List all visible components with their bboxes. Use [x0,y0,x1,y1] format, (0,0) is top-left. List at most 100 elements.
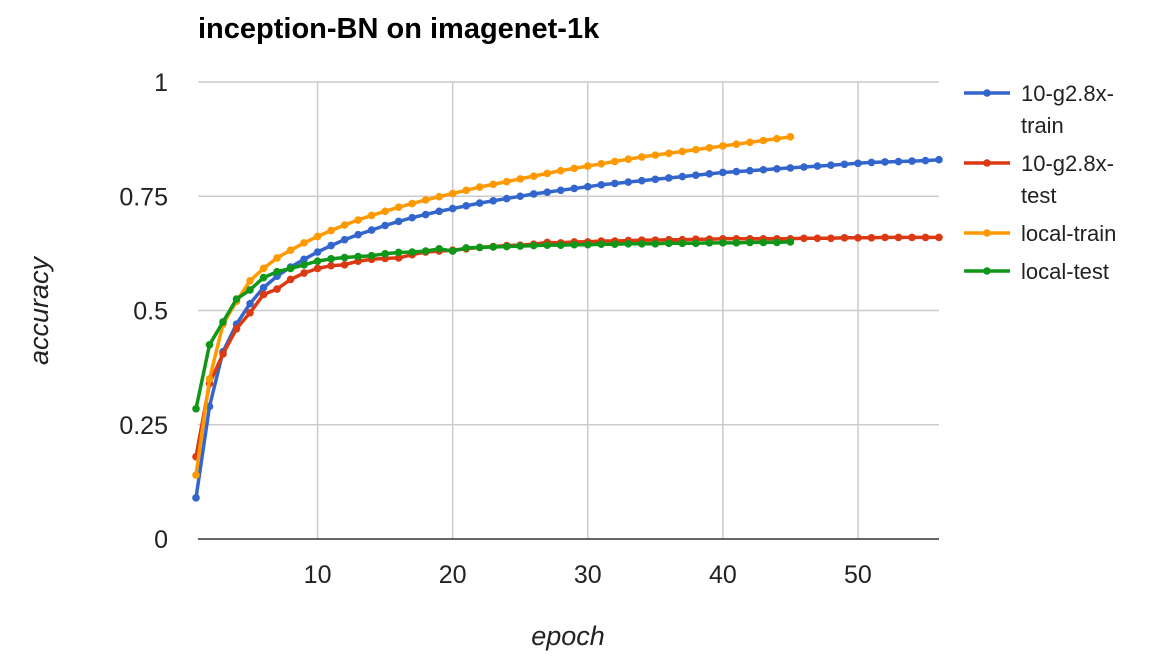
data-point [759,165,768,174]
legend[interactable]: 10-g2.8x-train 10-g2.8x-test local-train lo… [964,81,1116,284]
data-point [921,233,930,242]
data-point [475,199,484,207]
data-point [665,149,673,158]
data-point [813,162,822,170]
x-tick-label: 20 [439,561,467,589]
data-point [732,167,741,176]
x-tick-label: 30 [574,561,602,589]
legend-item-10-g2-8x-test[interactable]: 10-g2.8x-test [964,151,1114,208]
data-point [759,136,768,145]
data-point [651,175,660,184]
data-point [692,171,700,180]
data-point [259,283,268,292]
data-point [610,157,619,166]
legend-item-10-g2-8x-train[interactable]: 10-g2.8x-train [964,81,1114,138]
data-point [894,157,903,166]
data-point [597,240,606,249]
legend-item-local-train[interactable]: local-train [964,221,1116,246]
data-point [448,247,457,255]
data-point [746,166,754,175]
data-point [692,239,700,248]
data-point [394,248,403,257]
data-point [327,226,335,235]
data-point [489,180,498,189]
data-point [719,168,727,177]
data-point [773,134,781,143]
data-point [192,404,200,413]
data-point [840,160,849,169]
x-tick-label: 10 [304,561,332,589]
data-point [867,158,876,167]
data-point [651,239,660,248]
data-point [381,250,389,258]
y-tick-label: 0 [154,526,168,554]
data-point [624,239,633,248]
data-point [475,183,484,191]
data-point [624,155,633,164]
y-axis-tick-labels: 0 0.25 0.5 0.75 1 [119,69,168,554]
data-point [773,238,781,247]
data-point [300,261,308,269]
data-point [665,239,673,248]
data-point [273,285,281,293]
data-point [705,239,714,247]
data-point [908,157,916,165]
y-tick-label: 0.5 [133,298,168,326]
data-point [300,239,308,247]
data-point [583,240,592,249]
data-point [543,188,552,196]
data-point [746,138,754,147]
data-point [921,156,930,165]
series-line-local-test [194,240,791,410]
data-point [935,233,943,242]
data-point [638,176,646,185]
data-point [367,251,376,260]
data-point [489,197,498,205]
data-point [759,238,768,247]
data-point [313,232,322,241]
data-point [529,172,538,180]
data-point [651,151,660,159]
data-point [381,207,389,216]
data-point [719,142,727,150]
data-point [313,264,322,273]
data-point [408,248,416,256]
data-point [854,159,862,168]
data-point [854,234,862,242]
data-point [259,273,268,282]
data-point [394,254,403,262]
legend-label: 10-g2.8x- [1021,81,1114,106]
data-point [448,189,457,198]
data-point [786,133,795,141]
data-point [394,217,403,226]
data-point [462,186,470,195]
data-point [381,221,389,230]
data-point [570,240,579,249]
data-point [340,261,349,269]
data-point [894,233,903,242]
data-point [313,248,322,256]
data-point [286,275,295,284]
data-point [394,203,403,212]
data-point [273,267,281,276]
data-point [800,163,808,171]
data-point [408,199,416,208]
data-point [489,243,498,251]
data-point [246,276,254,285]
data-point [435,245,443,253]
data-point [300,255,308,264]
data-point [556,166,565,175]
legend-item-local-test[interactable]: local-test [964,259,1109,284]
legend-swatch-marker [983,159,991,167]
series-local-test [192,238,795,413]
data-point [610,179,619,188]
series-line-10-g2-8x-train [194,157,940,499]
data-point [773,165,781,173]
data-point [786,164,795,172]
data-point [705,144,714,152]
data-point [529,241,538,250]
data-point [421,247,430,255]
data-point [462,244,470,252]
data-point [597,181,606,189]
data-point [556,186,565,195]
